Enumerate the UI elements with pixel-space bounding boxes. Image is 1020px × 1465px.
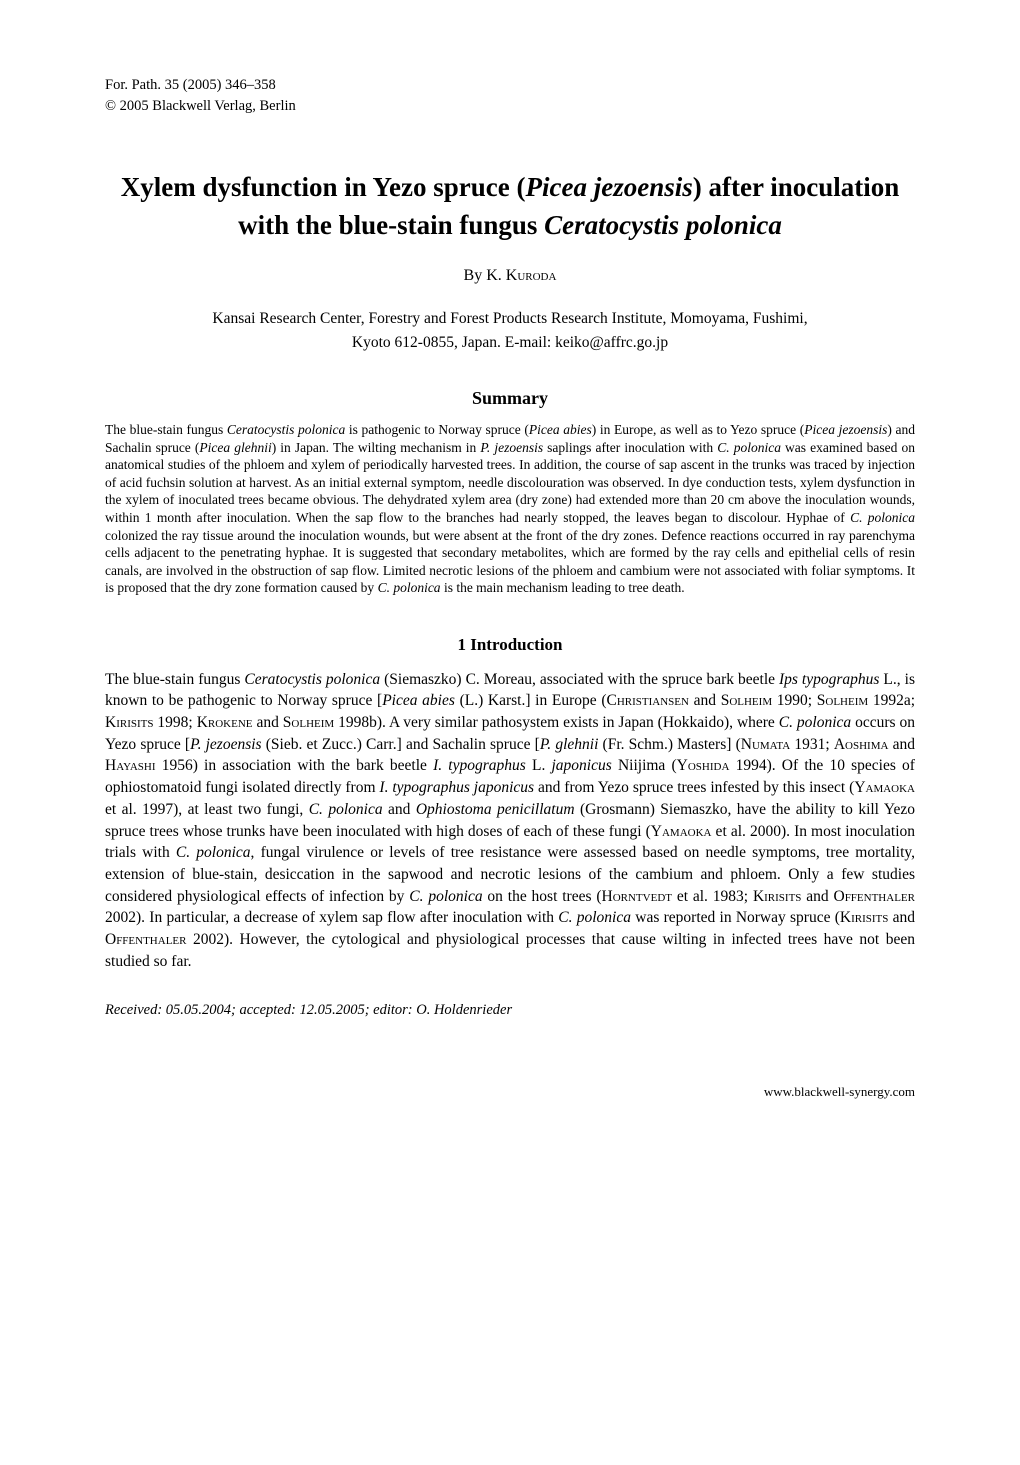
summary-text: The blue-stain fungus Ceratocystis polon…	[105, 421, 915, 596]
journal-meta: For. Path. 35 (2005) 346–358 © 2005 Blac…	[105, 75, 915, 117]
summary-heading: Summary	[105, 388, 915, 409]
introduction-text: The blue-stain fungus Ceratocystis polon…	[105, 669, 915, 973]
paper-title: Xylem dysfunction in Yezo spruce (Picea …	[105, 169, 915, 245]
journal-line: For. Path. 35 (2005) 346–358	[105, 75, 915, 96]
received-line: Received: 05.05.2004; accepted: 12.05.20…	[105, 1002, 915, 1019]
author-byline: By K. Kuroda	[105, 267, 915, 285]
affiliation-line-2: Kyoto 612-0855, Japan. E-mail: keiko@aff…	[105, 331, 915, 356]
footer-url: www.blackwell-synergy.com	[105, 1084, 915, 1100]
affiliation-line-1: Kansai Research Center, Forestry and For…	[105, 307, 915, 332]
affiliation: Kansai Research Center, Forestry and For…	[105, 307, 915, 357]
introduction-heading: 1 Introduction	[105, 635, 915, 655]
copyright-line: © 2005 Blackwell Verlag, Berlin	[105, 96, 915, 117]
